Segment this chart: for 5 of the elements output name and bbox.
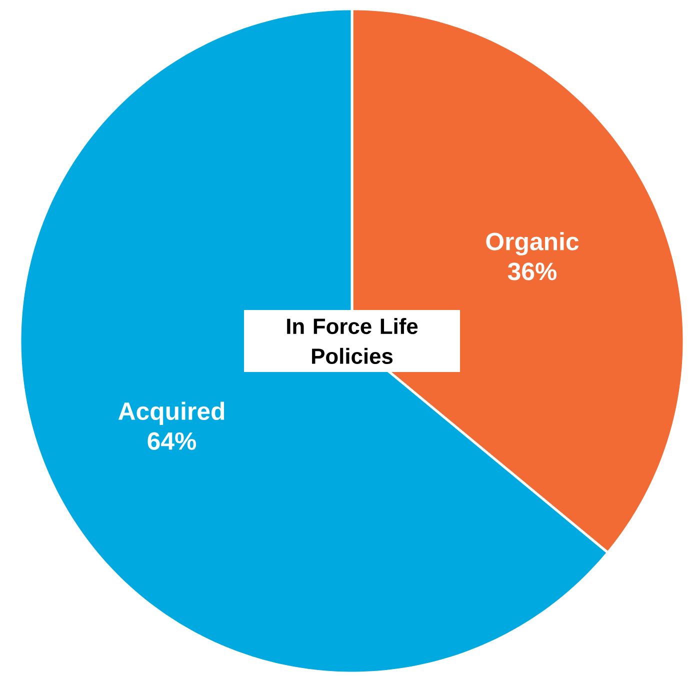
text: In Force Life Policies (287, 318, 418, 364)
data-label: 36% (508, 262, 557, 280)
slice-label: Organic (486, 232, 579, 256)
slice-label: Acquired (118, 402, 224, 425)
data-label: 64% (148, 432, 196, 450)
